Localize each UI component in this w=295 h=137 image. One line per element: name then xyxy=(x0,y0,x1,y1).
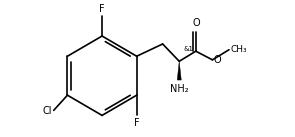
Polygon shape xyxy=(177,61,181,80)
Text: Cl: Cl xyxy=(43,106,52,116)
Text: &1: &1 xyxy=(183,46,194,52)
Text: F: F xyxy=(99,4,105,14)
Text: NH₂: NH₂ xyxy=(170,84,189,94)
Text: F: F xyxy=(134,118,140,128)
Text: O: O xyxy=(192,18,200,28)
Text: CH₃: CH₃ xyxy=(230,45,247,54)
Text: O: O xyxy=(213,55,221,65)
